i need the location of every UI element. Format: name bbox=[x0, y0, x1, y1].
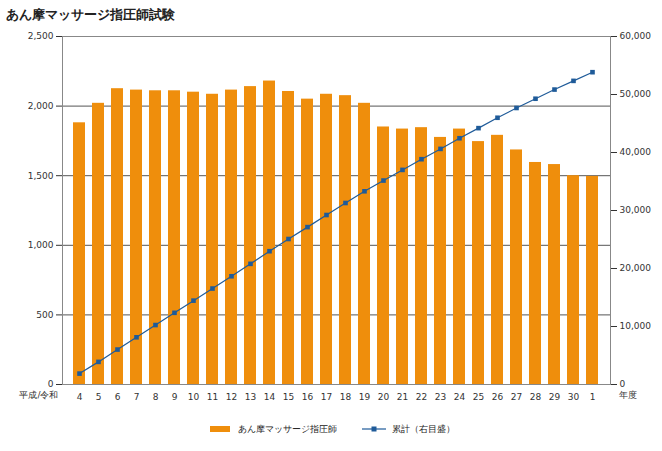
svg-text:13: 13 bbox=[245, 392, 256, 402]
svg-text:20,000: 20,000 bbox=[620, 263, 652, 273]
svg-text:22: 22 bbox=[416, 392, 427, 402]
svg-text:5: 5 bbox=[96, 392, 102, 402]
svg-text:12: 12 bbox=[226, 392, 237, 402]
svg-text:10,000: 10,000 bbox=[620, 321, 652, 331]
svg-text:平成/令和: 平成/令和 bbox=[19, 390, 58, 400]
svg-text:27: 27 bbox=[511, 392, 522, 402]
svg-text:20: 20 bbox=[378, 392, 390, 402]
svg-text:19: 19 bbox=[359, 392, 371, 402]
svg-text:0: 0 bbox=[620, 379, 626, 389]
svg-text:28: 28 bbox=[530, 392, 542, 402]
svg-text:30: 30 bbox=[568, 392, 580, 402]
svg-text:21: 21 bbox=[397, 392, 408, 402]
svg-text:11: 11 bbox=[207, 392, 218, 402]
svg-text:1,000: 1,000 bbox=[28, 240, 54, 250]
svg-text:17: 17 bbox=[321, 392, 332, 402]
svg-text:0: 0 bbox=[48, 379, 54, 389]
svg-text:8: 8 bbox=[153, 392, 159, 402]
svg-text:9: 9 bbox=[172, 392, 178, 402]
svg-text:2,500: 2,500 bbox=[28, 31, 54, 41]
html-text:累計（右目盛）: 累計（右目盛） bbox=[392, 423, 455, 434]
svg-text:年度: 年度 bbox=[619, 390, 637, 400]
svg-text:18: 18 bbox=[340, 392, 352, 402]
svg-text:1,500: 1,500 bbox=[28, 171, 54, 181]
svg-text:30,000: 30,000 bbox=[620, 205, 652, 215]
svg-text:25: 25 bbox=[473, 392, 484, 402]
svg-text:23: 23 bbox=[435, 392, 446, 402]
svg-text:4: 4 bbox=[77, 392, 83, 402]
svg-text:14: 14 bbox=[264, 392, 276, 402]
svg-text:40,000: 40,000 bbox=[620, 147, 652, 157]
html-text:あん摩マッサージ指圧師: あん摩マッサージ指圧師 bbox=[238, 423, 337, 434]
svg-text:29: 29 bbox=[549, 392, 561, 402]
svg-text:1: 1 bbox=[590, 392, 596, 402]
svg-text:26: 26 bbox=[492, 392, 504, 402]
svg-text:500: 500 bbox=[36, 310, 53, 320]
svg-text:2,000: 2,000 bbox=[28, 101, 54, 111]
svg-text:16: 16 bbox=[302, 392, 314, 402]
svg-text:60,000: 60,000 bbox=[620, 31, 652, 41]
svg-text:7: 7 bbox=[134, 392, 140, 402]
svg-text:6: 6 bbox=[115, 392, 121, 402]
svg-text:50,000: 50,000 bbox=[620, 89, 652, 99]
svg-text:15: 15 bbox=[283, 392, 294, 402]
svg-text:24: 24 bbox=[454, 392, 466, 402]
svg-text:10: 10 bbox=[188, 392, 200, 402]
html-text:あん摩マッサージ指圧師試験: あん摩マッサージ指圧師試験 bbox=[6, 7, 175, 22]
